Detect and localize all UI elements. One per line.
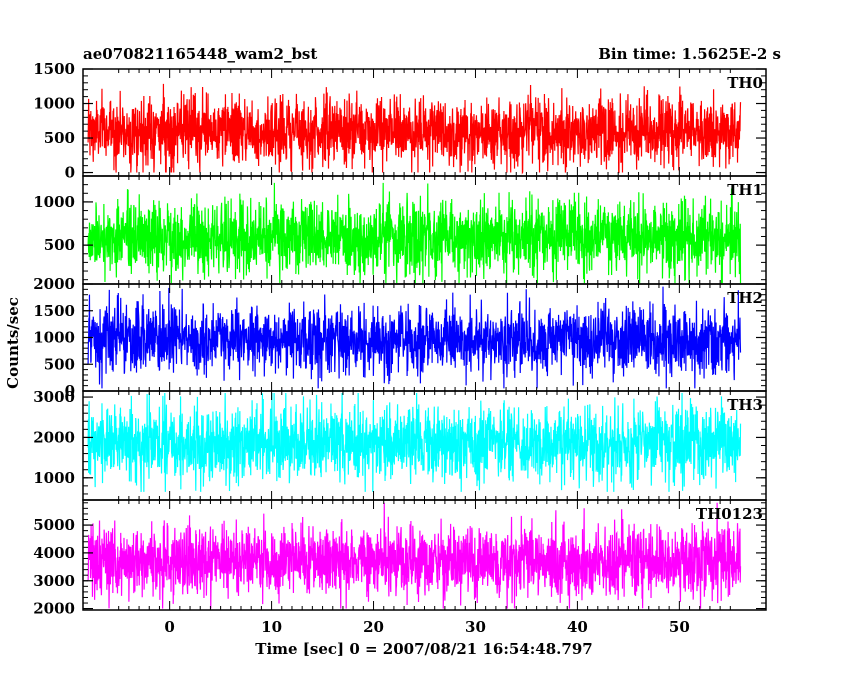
panel-label-th1: TH1 [727,181,763,199]
y-tick-label: 3000 [33,572,75,590]
panel-th0123: 2000 3000 4000 5000 TH0123 [33,499,767,618]
y-tick-label: 1500 [33,302,75,320]
panel-label-th0: TH0 [727,74,763,92]
series-line-th2 [87,286,742,389]
y-tick-label: 0 [65,382,75,400]
panel-label-th2: TH2 [727,289,763,307]
bin-time-label: Bin time: 1.5625E-2 s [598,45,781,63]
panel-label-th3: TH3 [727,396,763,414]
y-tick-label: 5000 [33,516,75,534]
x-tick-label: 40 [567,618,588,636]
series-line-th0123 [87,502,742,609]
x-axis-title: Time [sec] 0 = 2007/08/21 16:54:48.797 [255,640,592,658]
y-tick-label: 2000 [33,600,75,618]
x-tick-label: 50 [669,618,690,636]
y-tick-label: 500 [44,236,75,254]
chart-title: ae070821165448_wam2_bst [83,45,317,63]
y-tick-label: 1000 [33,469,75,487]
y-tick-label: 1000 [33,193,75,211]
series-line-th0 [87,83,742,175]
panels-group: 050010001500TH05001000TH1050010001500200… [33,60,767,636]
y-tick-label: 1000 [33,329,75,347]
x-tick-label: 10 [261,618,282,636]
x-axis: 0 10 20 30 40 50 [164,618,689,636]
y-tick-label: 500 [44,355,75,373]
y-tick-label: 0 [65,164,75,182]
y-tick-label: 2000 [33,275,75,293]
y-tick-label: 1500 [33,60,75,78]
y-tick-label: 2000 [33,428,75,446]
x-tick-label: 20 [363,618,384,636]
series-line-th1 [87,182,742,284]
y-tick-label: 3000 [33,388,75,406]
y-tick-label: 4000 [33,544,75,562]
y-axis-title: Counts/sec [4,297,22,389]
series-line-th3 [87,393,742,492]
x-tick-label: 30 [465,618,486,636]
y-tick-label: 500 [44,129,75,147]
y-tick-label: 1000 [33,95,75,113]
panel-label-th0123: TH0123 [696,505,763,523]
x-tick-label: 0 [164,618,174,636]
